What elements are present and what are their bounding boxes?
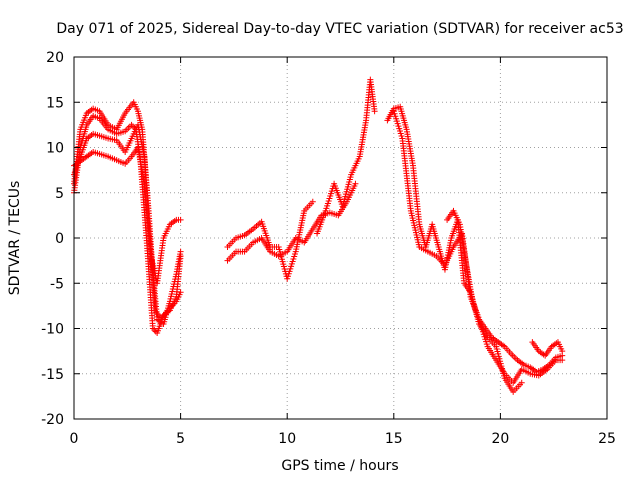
data-point (309, 198, 316, 205)
data-point (518, 379, 525, 386)
x-tick-label: 25 (598, 431, 616, 447)
axis-ticks: 0 5 10 15 20 25 -20 -15 -10 -5 0 5 10 15 20 (41, 50, 616, 447)
y-tick-label: -10 (41, 322, 64, 338)
x-tick-label: 10 (278, 431, 296, 447)
y-tick-label: 20 (46, 50, 64, 66)
data-point (352, 180, 359, 187)
y-tick-label: 15 (46, 95, 64, 111)
data-points (71, 76, 566, 395)
x-axis-label: GPS time / hours (281, 458, 398, 474)
y-axis-label: SDTVAR / TECUs (7, 181, 23, 296)
y-tick-label: -15 (41, 367, 64, 383)
x-tick-label: 20 (491, 431, 509, 447)
data-point (371, 108, 378, 115)
y-tick-label: -5 (50, 276, 64, 292)
x-tick-label: 15 (385, 431, 403, 447)
data-point (177, 248, 184, 255)
data-point (177, 216, 184, 223)
data-point (559, 348, 566, 355)
x-tick-label: 5 (176, 431, 185, 447)
chart-title: Day 071 of 2025, Sidereal Day-to-day VTE… (56, 21, 623, 37)
y-tick-label: -20 (41, 412, 64, 428)
y-tick-label: 0 (55, 231, 64, 247)
y-tick-label: 5 (55, 186, 64, 202)
data-point (177, 289, 184, 296)
y-tick-label: 10 (46, 141, 64, 157)
x-tick-label: 0 (70, 431, 79, 447)
